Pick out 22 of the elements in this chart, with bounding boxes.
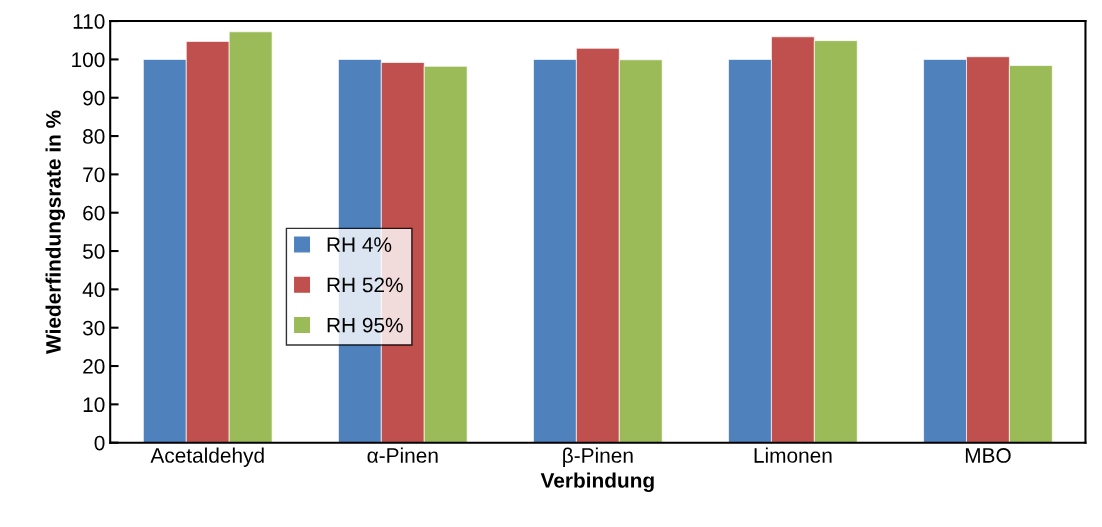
y-tick-label: 20 [83,359,105,374]
y-tick-label: 50 [83,244,105,259]
y-tick-label: 80 [83,129,105,144]
y-tick-label: 90 [83,90,105,106]
x-tick-label: MBO [965,448,1011,463]
x-tick-label: Acetaldehyd [150,447,264,467]
legend-label: RH 95% [327,317,403,333]
y-tick-label: 10 [83,397,105,413]
y-tick-label: 110 [73,14,105,29]
y-tick-label: 40 [82,282,105,298]
x-axis-title: Verbindung [540,472,654,493]
x-tick-label: Limonen [754,447,832,463]
x-tick-label: α-Pinen [367,447,438,463]
y-tick-label: 30 [82,320,105,336]
y-tick-label: 70 [83,167,105,183]
y-tick-label: 100 [72,52,105,68]
y-tick-label: 0 [94,435,105,451]
y-tick-label: 60 [83,205,105,221]
x-tick-label: β-Pinen [563,447,633,467]
legend-label: RH 4% [327,237,392,252]
legend-label: RH 52% [327,277,403,293]
y-axis-title: Wiederfindungsrate in % [45,110,66,354]
